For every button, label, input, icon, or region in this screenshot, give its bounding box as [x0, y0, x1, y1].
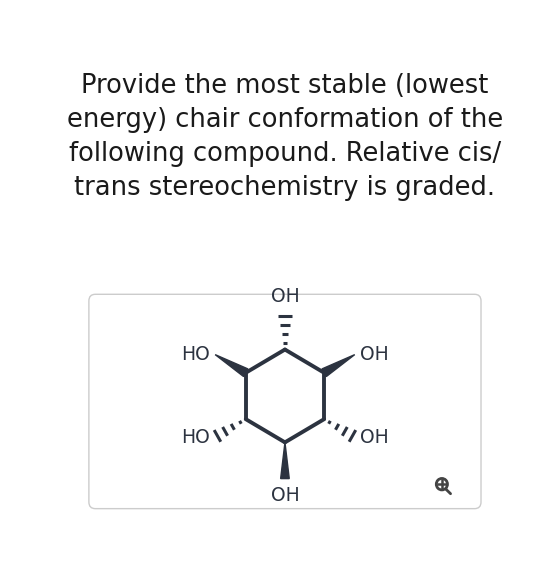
Polygon shape	[215, 355, 248, 377]
Polygon shape	[281, 443, 289, 479]
Text: OH: OH	[360, 345, 389, 364]
Text: HO: HO	[181, 428, 210, 447]
Text: HO: HO	[181, 345, 210, 364]
Text: Provide the most stable (lowest
energy) chair conformation of the
following comp: Provide the most stable (lowest energy) …	[67, 73, 503, 201]
Text: OH: OH	[271, 486, 299, 505]
FancyBboxPatch shape	[89, 294, 481, 509]
Polygon shape	[322, 355, 355, 377]
Text: OH: OH	[360, 428, 389, 447]
Text: OH: OH	[271, 287, 299, 306]
